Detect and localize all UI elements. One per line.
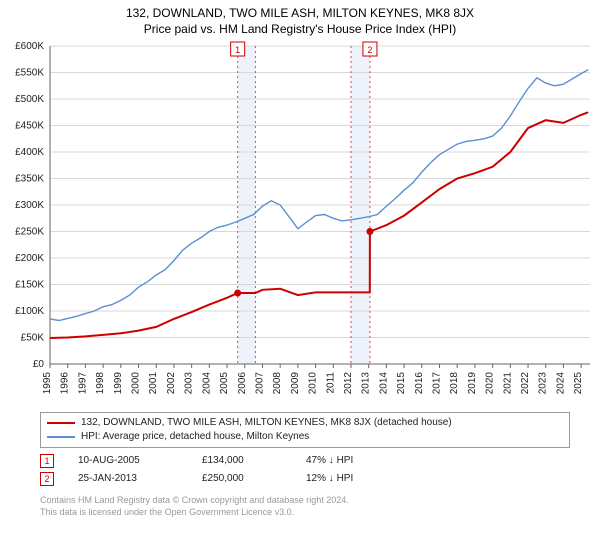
svg-text:1: 1 <box>235 45 240 55</box>
svg-text:2021: 2021 <box>502 372 513 395</box>
svg-text:2023: 2023 <box>538 372 549 395</box>
sale-date: 25-JAN-2013 <box>78 470 178 488</box>
svg-text:2015: 2015 <box>396 372 407 395</box>
svg-text:2001: 2001 <box>148 372 159 395</box>
svg-text:2002: 2002 <box>166 372 177 395</box>
svg-text:£350K: £350K <box>15 174 44 185</box>
svg-text:1995: 1995 <box>42 372 53 395</box>
price-chart: £0 £50K £100K £150K £200K £250K £300K £350K £400… <box>2 36 597 406</box>
svg-text:2005: 2005 <box>219 372 230 395</box>
legend-item: 132, DOWNLAND, TWO MILE ASH, MILTON KEYN… <box>47 416 563 430</box>
sale-price: £250,000 <box>202 470 282 488</box>
svg-text:£200K: £200K <box>15 253 44 264</box>
svg-text:2024: 2024 <box>555 372 566 395</box>
svg-text:£500K: £500K <box>15 94 44 105</box>
svg-text:2013: 2013 <box>361 372 372 395</box>
svg-text:£600K: £600K <box>15 41 44 52</box>
page-title-1: 132, DOWNLAND, TWO MILE ASH, MILTON KEYN… <box>0 6 600 20</box>
sale-marker-badge: 2 <box>40 472 54 486</box>
svg-text:2003: 2003 <box>184 372 195 395</box>
svg-text:2014: 2014 <box>378 372 389 395</box>
sale-delta: 47% ↓ HPI <box>306 452 353 470</box>
svg-text:1997: 1997 <box>77 372 88 395</box>
footer-attribution: Contains HM Land Registry data © Crown c… <box>40 494 600 518</box>
legend: 132, DOWNLAND, TWO MILE ASH, MILTON KEYN… <box>40 412 570 448</box>
svg-text:£300K: £300K <box>15 200 44 211</box>
sale-delta: 12% ↓ HPI <box>306 470 353 488</box>
svg-text:2020: 2020 <box>485 372 496 395</box>
legend-item: HPI: Average price, detached house, Milt… <box>47 430 563 444</box>
svg-text:1996: 1996 <box>60 372 71 395</box>
svg-text:2019: 2019 <box>467 372 478 395</box>
svg-text:2022: 2022 <box>520 372 531 395</box>
legend-label: HPI: Average price, detached house, Milt… <box>81 430 309 444</box>
svg-text:£150K: £150K <box>15 280 44 291</box>
svg-text:2000: 2000 <box>131 372 142 395</box>
footer-line: Contains HM Land Registry data © Crown c… <box>40 494 600 506</box>
sale-row: 2 25-JAN-2013 £250,000 12% ↓ HPI <box>40 470 600 488</box>
svg-text:1999: 1999 <box>113 372 124 395</box>
svg-text:2: 2 <box>367 45 372 55</box>
svg-text:£100K: £100K <box>15 306 44 317</box>
sale-date: 10-AUG-2005 <box>78 452 178 470</box>
svg-text:1998: 1998 <box>95 372 106 395</box>
svg-text:2006: 2006 <box>237 372 248 395</box>
svg-text:2016: 2016 <box>414 372 425 395</box>
page-title-2: Price paid vs. HM Land Registry's House … <box>0 22 600 36</box>
svg-text:2018: 2018 <box>449 372 460 395</box>
legend-swatch <box>47 436 75 438</box>
svg-text:2008: 2008 <box>272 372 283 395</box>
svg-text:£0: £0 <box>33 359 45 370</box>
legend-swatch <box>47 422 75 424</box>
svg-text:2011: 2011 <box>325 372 336 394</box>
svg-text:£50K: £50K <box>21 333 45 344</box>
sale-price: £134,000 <box>202 452 282 470</box>
sales-table: 1 10-AUG-2005 £134,000 47% ↓ HPI 2 25-JA… <box>40 452 600 488</box>
legend-label: 132, DOWNLAND, TWO MILE ASH, MILTON KEYN… <box>81 416 452 430</box>
svg-text:2012: 2012 <box>343 372 354 395</box>
svg-text:£450K: £450K <box>15 121 44 132</box>
sale-marker-badge: 1 <box>40 454 54 468</box>
svg-text:2025: 2025 <box>573 372 584 395</box>
svg-text:2017: 2017 <box>432 372 443 395</box>
svg-text:£400K: £400K <box>15 147 44 158</box>
svg-text:£550K: £550K <box>15 68 44 79</box>
footer-line: This data is licensed under the Open Gov… <box>40 506 600 518</box>
svg-text:£250K: £250K <box>15 227 44 238</box>
svg-text:2009: 2009 <box>290 372 301 395</box>
sale-row: 1 10-AUG-2005 £134,000 47% ↓ HPI <box>40 452 600 470</box>
svg-text:2004: 2004 <box>201 372 212 395</box>
svg-text:2010: 2010 <box>308 372 319 395</box>
svg-text:2007: 2007 <box>254 372 265 395</box>
